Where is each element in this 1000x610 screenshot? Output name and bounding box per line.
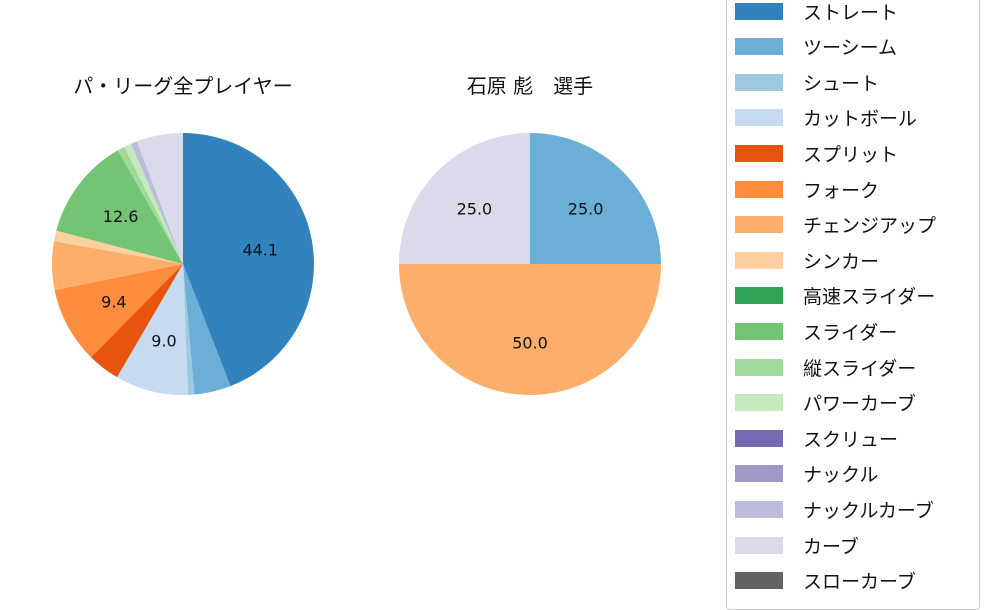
- legend-item: フォーク: [735, 177, 880, 202]
- legend-label: チェンジアップ: [803, 215, 937, 238]
- legend-item: カットボール: [735, 106, 917, 130]
- legend-item: ツーシーム: [735, 35, 897, 59]
- legend-item: シュート: [735, 70, 880, 95]
- legend-label: カットボール: [803, 108, 918, 131]
- legend-item: ストレート: [735, 0, 899, 24]
- pie-slice: [117, 146, 183, 264]
- legend-label: 高速スライダー: [803, 286, 936, 309]
- pie-slice: [137, 133, 183, 264]
- slice-value-label: 50.0: [512, 334, 548, 353]
- legend-swatch: [735, 500, 783, 518]
- pie-slice: [399, 264, 661, 395]
- pie-slice: [54, 264, 183, 358]
- pie-slice: [124, 143, 183, 264]
- legend-swatch: [735, 38, 783, 56]
- legend-item: パワーカーブ: [735, 391, 916, 415]
- right-chart-title: 石原 彪 選手: [466, 74, 594, 98]
- legend-item: カーブ: [735, 533, 859, 558]
- pie-slice: [117, 264, 188, 395]
- legend-label: シュート: [803, 72, 880, 95]
- pie-slice: [90, 264, 183, 378]
- legend-swatch: [735, 465, 783, 483]
- legend-item: ナックル: [735, 462, 878, 486]
- pie-slice: [183, 264, 231, 395]
- pie-slice: [183, 133, 315, 387]
- slice-value-label: 9.0: [151, 331, 176, 350]
- legend-swatch: [735, 322, 783, 340]
- slice-value-label: 12.6: [103, 207, 139, 226]
- legend-label: スローカーブ: [803, 571, 916, 594]
- legend-item: シンカー: [735, 248, 880, 273]
- pie-slice: [51, 241, 183, 291]
- legend-item: チェンジアップ: [735, 213, 936, 237]
- legend-label: シンカー: [803, 250, 880, 273]
- legend-swatch: [735, 287, 783, 305]
- legend-swatch: [735, 429, 783, 447]
- legend-label: パワーカーブ: [803, 393, 916, 416]
- legend-label: ストレート: [803, 1, 899, 24]
- legend-swatch: [735, 358, 783, 376]
- legend-label: ツーシーム: [803, 37, 898, 60]
- legend-swatch: [735, 180, 783, 198]
- pie-slice: [54, 230, 184, 264]
- legend-swatch: [735, 536, 783, 554]
- slice-value-label: 25.0: [457, 199, 493, 218]
- player-pie-chart: 25.0 50.0 25.0: [399, 133, 661, 395]
- pie-slice: [183, 264, 195, 395]
- slice-value-label: 9.4: [101, 292, 126, 311]
- legend-label: ナックルカーブ: [803, 499, 934, 522]
- legend-label: スライダー: [803, 321, 898, 344]
- legend-item: 縦スライダー: [735, 355, 917, 380]
- legend-item: 高速スライダー: [735, 284, 935, 308]
- pie-slice: [130, 141, 183, 264]
- legend-label: スプリット: [803, 143, 899, 166]
- legend-label: スクリュー: [803, 428, 899, 451]
- legend-label: ナックル: [803, 464, 879, 487]
- legend-swatch: [735, 144, 783, 162]
- legend-item: スライダー: [735, 319, 898, 344]
- legend-label: フォーク: [803, 179, 880, 202]
- pie-slice: [56, 150, 184, 264]
- legend-swatch: [735, 73, 783, 91]
- league-pie-chart: 44.1 9.0 9.4 12.6: [51, 133, 315, 395]
- legend-label: 縦スライダー: [803, 357, 917, 380]
- left-chart-title: パ・リーグ全プレイヤー: [73, 74, 293, 98]
- legend-swatch: [735, 572, 783, 590]
- slice-value-label: 44.1: [242, 241, 278, 260]
- slice-value-label: 25.0: [568, 199, 604, 218]
- legend-label: カーブ: [803, 535, 859, 558]
- pie-slice: [399, 133, 530, 264]
- legend-swatch: [735, 216, 783, 234]
- chart-legend: ストレートツーシームシュートカットボール スプリットフォークチェンジアップ シンカー…: [726, 0, 980, 610]
- legend-item: スクリュー: [735, 426, 899, 451]
- legend-swatch: [735, 109, 783, 127]
- legend-swatch: [735, 394, 783, 412]
- legend-item: スローカーブ: [735, 569, 916, 593]
- legend-item: ナックルカーブ: [735, 497, 934, 522]
- pie-slice: [530, 133, 661, 264]
- legend-swatch: [735, 2, 783, 20]
- legend-item: スプリット: [735, 141, 899, 166]
- legend-swatch: [735, 251, 783, 269]
